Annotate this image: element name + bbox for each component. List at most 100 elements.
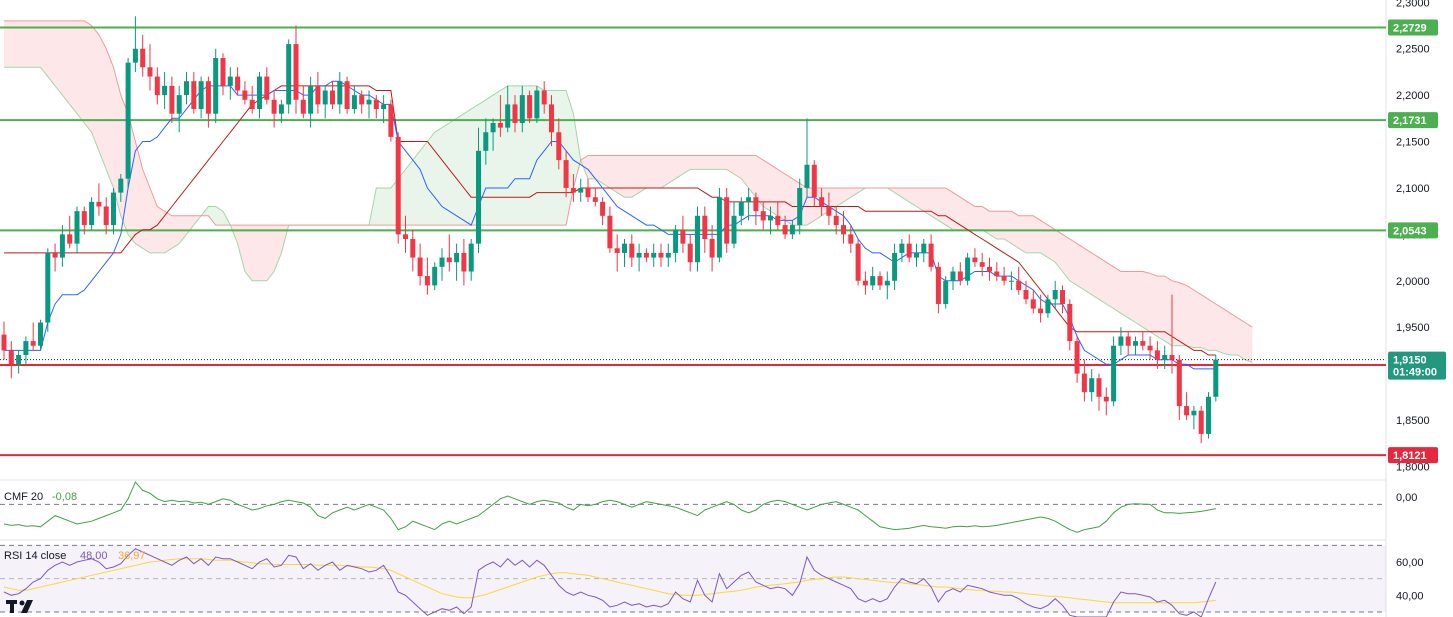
cloud-segment <box>33 20 41 68</box>
cloud-segment <box>850 187 859 198</box>
candle-body <box>330 90 335 105</box>
cloud-segment <box>682 155 691 175</box>
cloud-segment <box>91 25 99 151</box>
candle-body <box>1001 276 1007 281</box>
candle-body <box>1176 359 1182 407</box>
candle-body <box>286 44 292 105</box>
price-tick-label: 2,1500 <box>1396 137 1430 149</box>
candle-body <box>169 85 175 114</box>
cloud-segment <box>1157 276 1165 342</box>
rsi-tick-40: 40,00 <box>1396 590 1424 602</box>
candle-body <box>862 280 868 286</box>
candle-body <box>454 252 460 263</box>
cloud-segment <box>828 187 837 212</box>
candle-body <box>636 252 642 258</box>
candle-body <box>665 252 671 258</box>
candle-body <box>994 271 1000 277</box>
cloud-segment <box>1077 243 1085 291</box>
candle-body <box>622 243 627 253</box>
candle-body <box>235 76 241 91</box>
candle-body <box>819 197 825 207</box>
cloud-segment <box>237 225 245 272</box>
cloud-segment <box>639 155 647 193</box>
cloud-segment <box>150 187 158 253</box>
price-tick-label: 2,2500 <box>1396 44 1430 56</box>
candle-body <box>578 187 584 193</box>
candle-body <box>760 211 766 221</box>
cloud-segment <box>1026 215 1034 253</box>
rsi-ma-line <box>3 558 1216 604</box>
cloud-segment <box>215 206 223 226</box>
cloud-segment <box>719 155 727 170</box>
cloud-segment <box>1040 220 1048 258</box>
cloud-segment <box>1193 290 1202 348</box>
candle-body <box>162 85 168 96</box>
candle-body <box>979 262 985 267</box>
candle-body <box>257 76 262 110</box>
level-badge <box>1388 447 1438 464</box>
candle-body <box>154 76 160 96</box>
cloud-segment <box>748 155 756 198</box>
cloud-segment <box>55 20 63 96</box>
level-badge-label: 2,0543 <box>1393 225 1427 237</box>
candle-body <box>549 104 554 133</box>
candle-body <box>249 99 255 110</box>
cloud-segment <box>171 215 180 249</box>
cloud-segment <box>588 155 596 179</box>
cloud-segment <box>923 187 932 216</box>
cloud-segment <box>113 67 121 216</box>
candle-body <box>563 160 569 188</box>
candle-body <box>570 187 576 193</box>
cloud-segment <box>259 225 267 281</box>
price-tick-label: 1,8500 <box>1396 415 1430 427</box>
candle-body <box>541 90 547 105</box>
cloud-segment <box>653 155 661 188</box>
tradingview-logo-icon[interactable] <box>6 600 33 613</box>
cloud-segment <box>624 155 632 198</box>
candle-body <box>928 243 934 267</box>
candle-body <box>205 81 211 114</box>
level-badge <box>1388 19 1438 36</box>
candle-body <box>695 215 700 263</box>
cloud-segment <box>945 187 953 230</box>
candle-body <box>1074 341 1080 374</box>
price-badges: 2,27292,17312,05431,90921,81211,915001:4… <box>1388 19 1446 464</box>
cloud-segment <box>427 132 435 226</box>
candle-body <box>395 136 401 235</box>
last-price-label: 1,9150 <box>1393 355 1427 367</box>
candle-body <box>957 271 963 281</box>
rsi-label[interactable]: RSI 14 close <box>4 550 66 562</box>
cloud-segment <box>164 211 172 253</box>
cloud-segment <box>1084 248 1092 295</box>
cloud-segment <box>1091 252 1099 300</box>
cloud-segment <box>135 141 143 249</box>
level-badge <box>1388 112 1438 129</box>
candle-body <box>811 164 817 198</box>
cloud-segment <box>836 187 844 207</box>
cloud-segment <box>967 201 975 230</box>
cmf-value: -0,08 <box>52 491 77 503</box>
candle-body <box>1213 359 1219 397</box>
candle-body <box>198 81 204 110</box>
cloud-segment <box>456 113 464 226</box>
candle-body <box>468 243 474 272</box>
candle-body <box>322 90 328 105</box>
cmf-label[interactable]: CMF 20 <box>4 491 43 503</box>
candle-body <box>1125 336 1131 346</box>
rsi-ma-value: 36,97 <box>118 550 146 562</box>
price-tick-label: 2,2000 <box>1396 90 1430 102</box>
cloud-segment <box>1062 234 1070 281</box>
candle-body <box>899 243 905 253</box>
candle-body <box>118 178 124 193</box>
candle-body <box>738 201 744 216</box>
cloud-segment <box>11 20 19 68</box>
price-tick-label: 1,8000 <box>1396 461 1430 473</box>
candle-body <box>855 243 861 281</box>
candle-body <box>461 252 467 272</box>
candle-body <box>527 95 533 119</box>
cloud-segment <box>493 90 501 226</box>
candle-body <box>950 271 956 281</box>
candle-body <box>23 341 29 356</box>
candle-body <box>585 187 591 198</box>
